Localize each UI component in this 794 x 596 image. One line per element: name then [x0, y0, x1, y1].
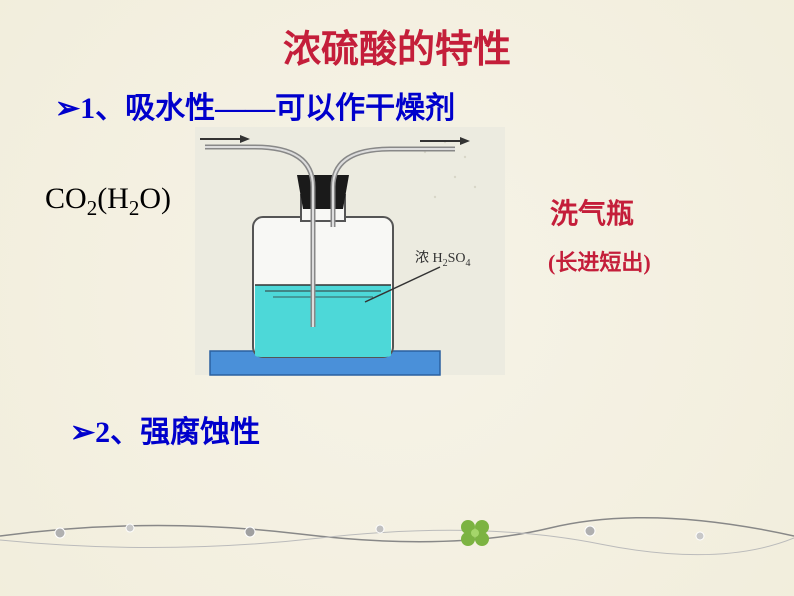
point-2: ➢2、强腐蚀性 [70, 407, 794, 451]
bullet-2: ➢ [70, 416, 95, 449]
label-wash-bottle: 洗气瓶 [550, 192, 634, 232]
wash-bottle-diagram: 浓 H2SO4 [195, 127, 505, 387]
bullet-1: ➢ [55, 92, 80, 125]
co2-txt: CO [45, 182, 87, 215]
co2-sub: 2 [87, 196, 98, 220]
label-co2-h2o: CO2(H2O) [45, 182, 171, 221]
diagram-area: CO2(H2O) CO2 洗气瓶 (长进短出) [0, 127, 794, 387]
text-1: 吸水性——可以作干燥剂 [125, 92, 455, 125]
point-1: ➢1、吸水性——可以作干燥剂 [55, 83, 794, 127]
number-1: 1、 [80, 92, 125, 125]
h2o-close: O) [139, 182, 171, 215]
clover-icon [461, 520, 489, 546]
slide-title: 浓硫酸的特性 [0, 0, 794, 73]
label-note: (长进短出) [548, 245, 651, 277]
text-2: 强腐蚀性 [140, 416, 260, 449]
h2o-open: (H [97, 182, 129, 215]
decorative-divider [0, 506, 794, 566]
number-2: 2、 [95, 416, 140, 449]
h2o-sub: 2 [129, 196, 140, 220]
